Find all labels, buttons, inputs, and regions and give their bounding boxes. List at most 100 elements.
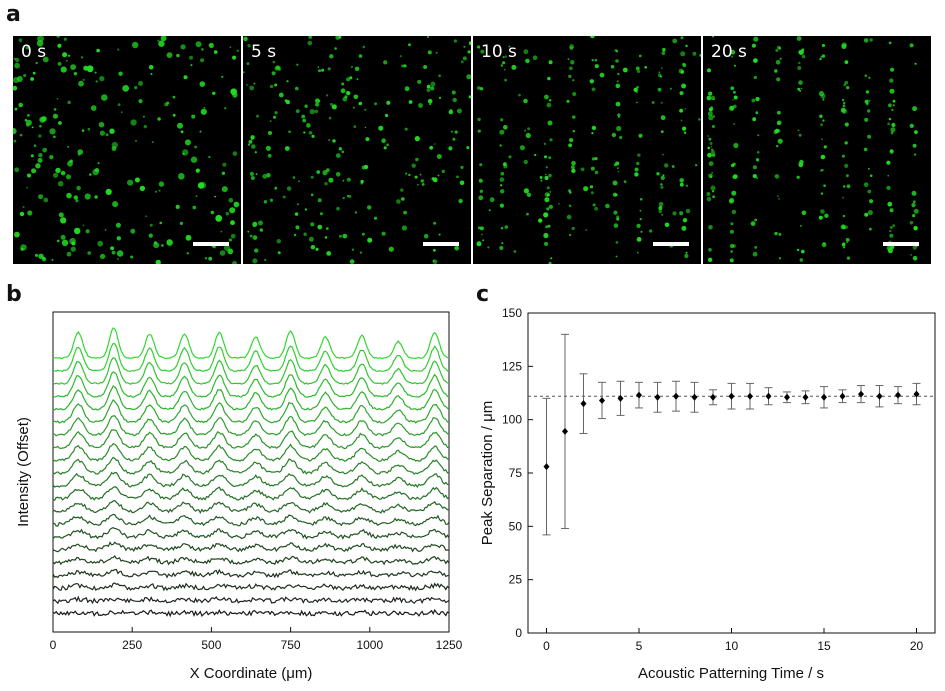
particle [316,170,320,174]
particle [432,259,435,262]
particle [841,154,845,158]
particle [166,52,173,58]
particle [671,165,675,168]
particle [692,51,697,56]
particle [776,77,781,82]
particle [756,151,760,154]
particle [710,185,716,191]
particle [684,253,689,259]
data-point-group [727,382,736,410]
intensity-trace [52,582,450,592]
particle [62,52,68,58]
particle [500,227,504,230]
particle [523,159,528,165]
particle [662,174,665,177]
particle [293,233,297,237]
particle [65,59,68,62]
particle [338,36,342,39]
scale-bar [193,242,229,246]
particle [400,188,404,192]
particle [99,253,106,260]
particle [327,67,331,71]
intensity-trace [52,399,450,424]
particle [912,106,918,112]
particle [264,258,267,262]
particle [322,170,328,176]
particle [504,55,508,58]
particle [911,190,917,196]
particle [479,163,483,167]
particle [405,172,408,175]
particle [711,171,714,174]
particle [192,205,197,210]
particle [35,163,41,169]
particle [77,153,81,156]
particle [346,77,351,82]
particle [414,136,420,142]
data-point [654,393,661,401]
particle [605,203,610,209]
particle [166,239,173,246]
particle [68,54,71,57]
particle [354,211,357,214]
particle [328,116,332,120]
particle [426,36,430,39]
particle [698,118,701,121]
particle [251,144,256,149]
particle [97,162,100,165]
particle [130,228,136,234]
x-tick-label: 750 [281,638,301,652]
particle [145,215,148,218]
x-tick-label: 1000 [356,638,383,652]
particle [274,111,278,115]
particle [423,65,428,69]
particle [135,140,137,142]
particle [500,184,503,187]
particle [67,145,70,148]
particle [271,71,276,76]
particle [843,246,846,249]
particle [708,248,712,252]
particle [172,113,176,117]
particle [566,214,572,220]
particle [42,56,49,63]
particle [302,118,306,123]
particle [57,180,64,187]
particle [122,85,130,92]
particle [298,180,300,183]
particle [385,113,389,118]
particle [846,256,850,260]
data-point-group [838,389,847,404]
particle [208,42,214,48]
particle [248,140,253,144]
particle [844,60,849,64]
particle [51,258,54,261]
particle [799,258,804,262]
particle [438,74,441,77]
particle [249,85,255,91]
particle [367,237,373,243]
particle [63,37,67,41]
scale-bar [423,242,459,246]
particle [249,234,253,238]
intensity-profile-chart: 0 250 500 750 1000 1250 X Coordinate (μm) Int… [15,311,463,682]
particle [733,90,736,94]
particle [841,42,847,48]
particle [321,68,325,72]
particle [544,173,547,176]
particle [273,115,276,119]
particle [222,162,227,167]
particle [462,56,467,61]
particle [296,63,299,66]
particle [19,211,25,217]
particle [212,91,216,95]
particle [571,165,575,170]
particle [863,38,869,43]
particle [454,130,458,134]
particle [549,138,553,142]
particle [190,64,193,67]
particle [194,145,198,149]
particle [436,154,442,159]
particle [776,120,782,126]
particle [56,98,59,100]
